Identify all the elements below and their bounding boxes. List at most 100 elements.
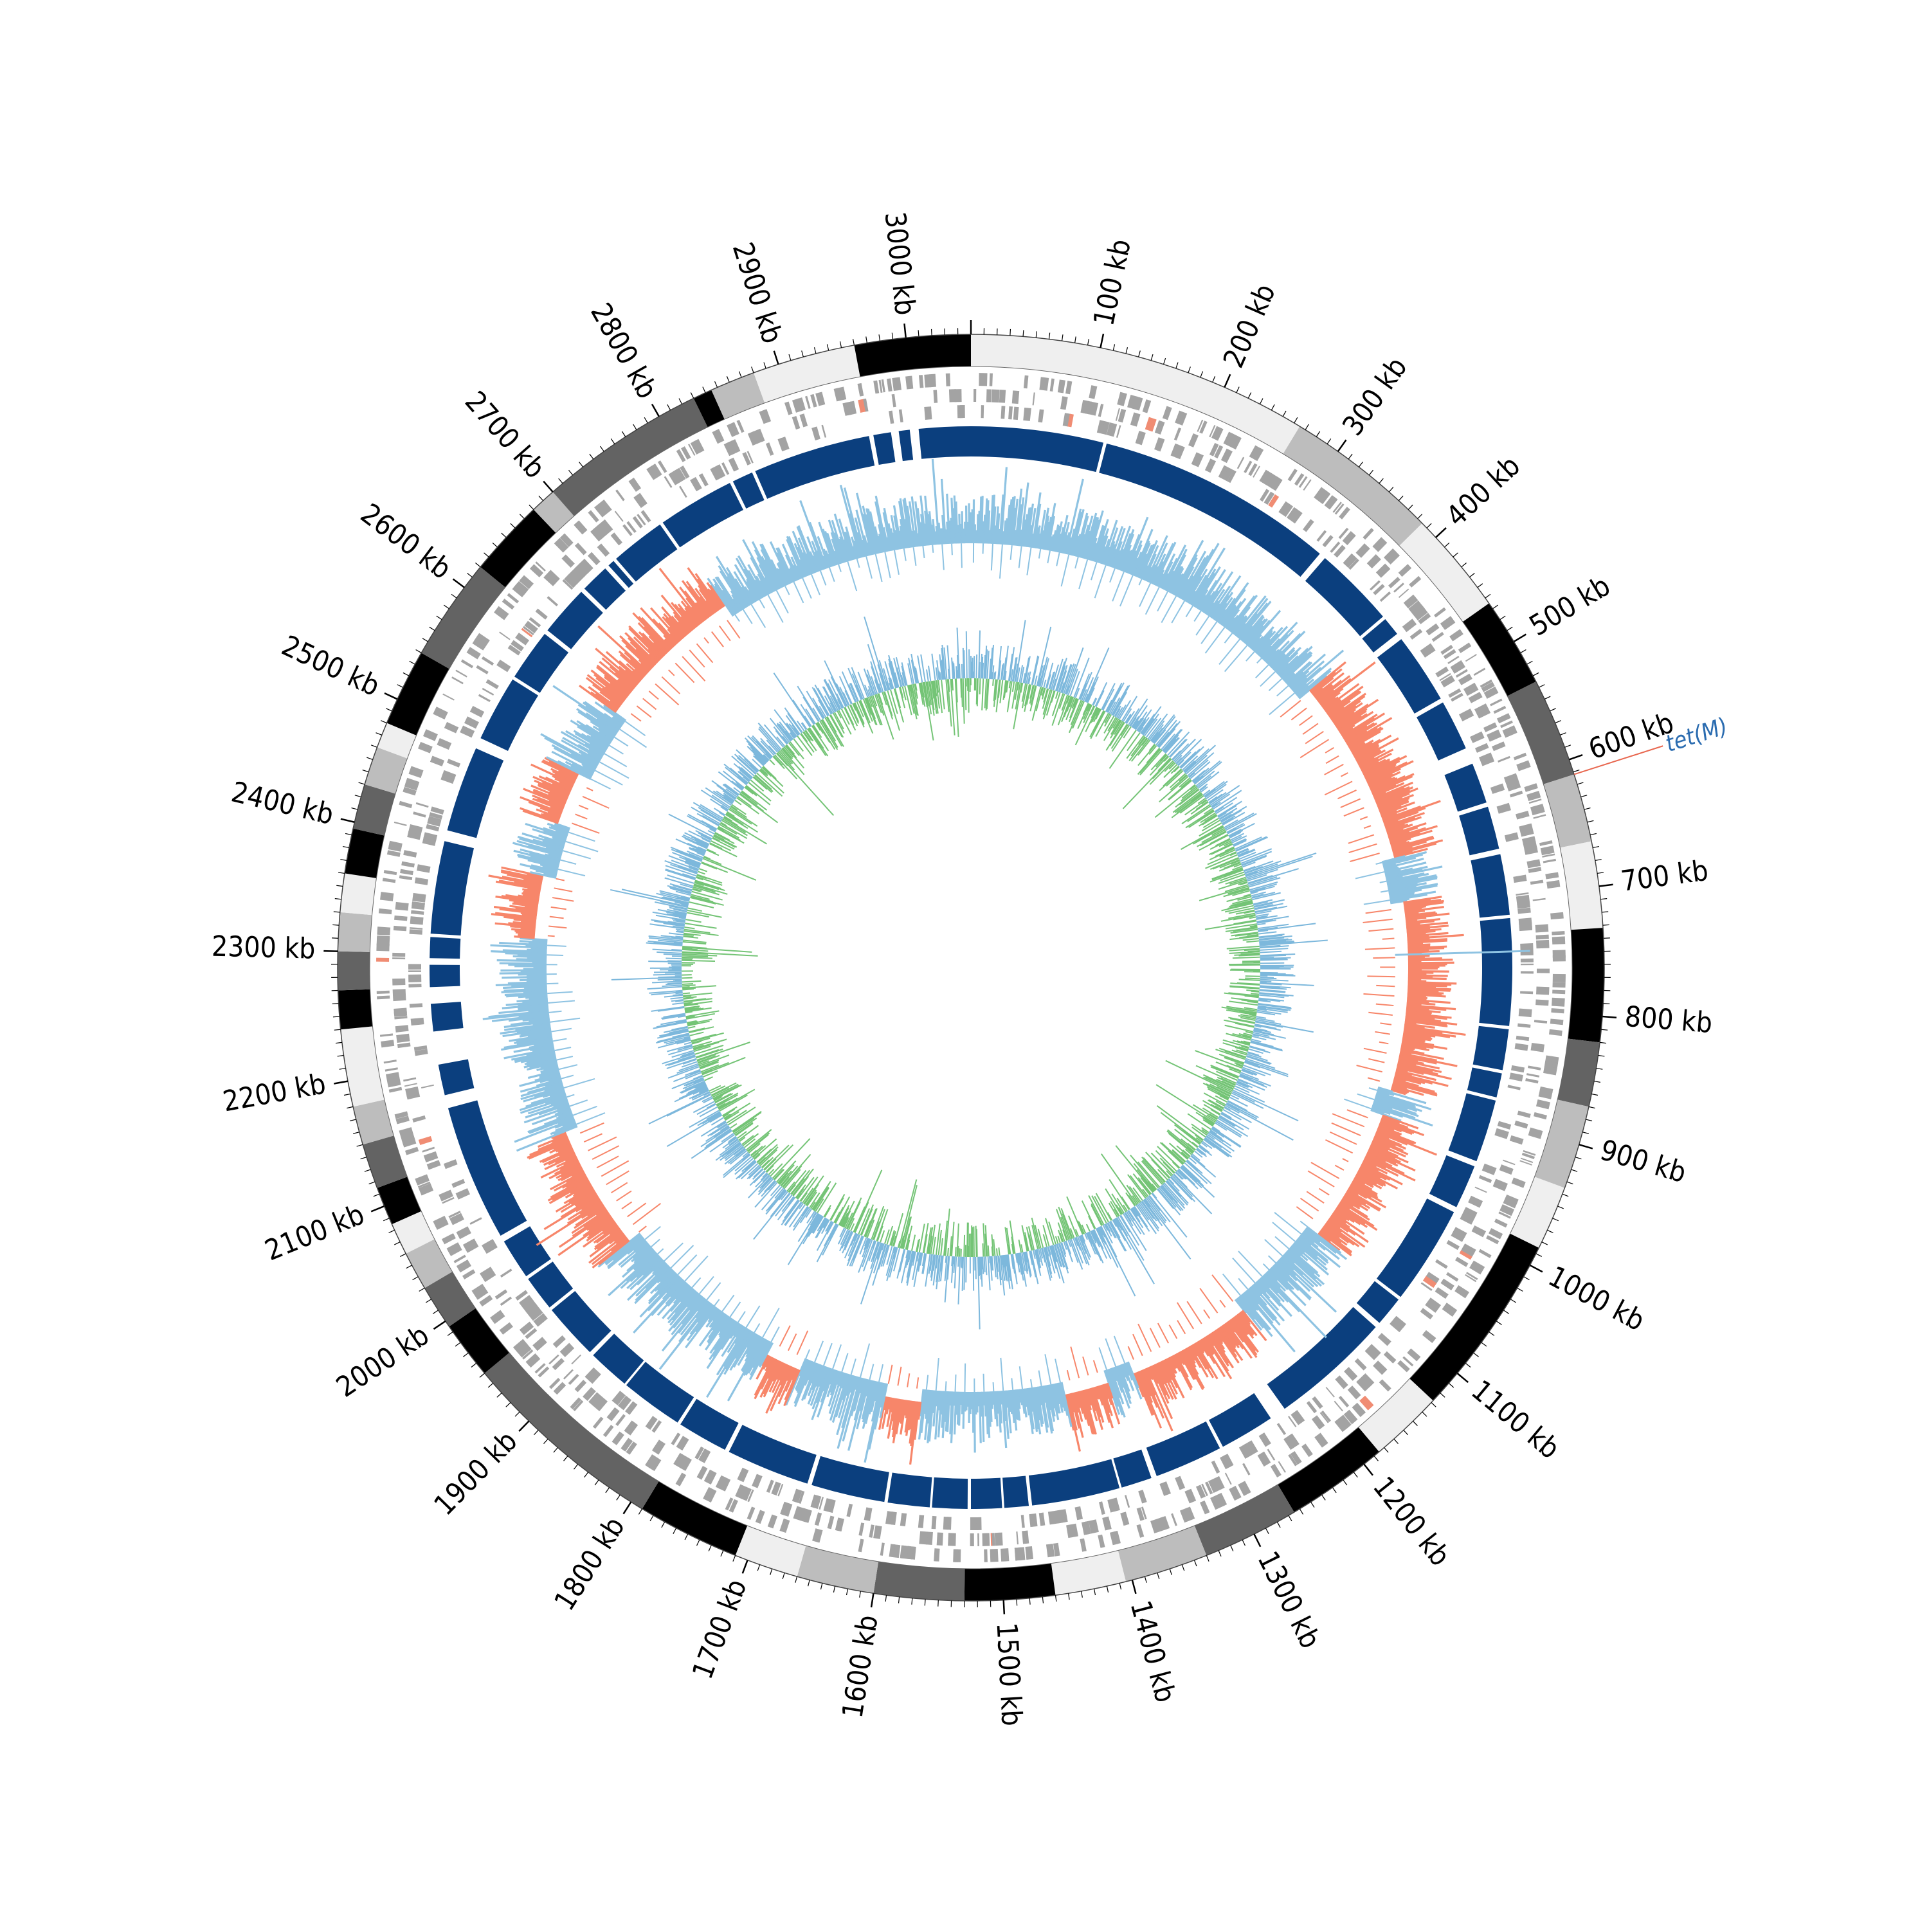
gene-feature [1479, 1175, 1492, 1183]
minor-tick [359, 782, 365, 784]
minor-tick [374, 1194, 379, 1196]
gc-bar [1158, 1323, 1168, 1343]
scale-label: 2100 kb [260, 1198, 369, 1267]
minor-tick [352, 808, 358, 809]
gene-feature [1348, 1386, 1361, 1400]
gc-skew-bar [822, 1225, 838, 1255]
minor-tick [1265, 1528, 1269, 1534]
gc-bar [1326, 756, 1339, 763]
minor-tick [437, 616, 442, 619]
minor-tick [1151, 354, 1153, 361]
gene-feature [1355, 1359, 1367, 1371]
major-tick [1530, 1265, 1542, 1272]
minor-tick [833, 1586, 835, 1593]
gc-bar [1020, 1366, 1022, 1389]
major-tick [1599, 885, 1613, 887]
gc-bar [564, 1079, 595, 1088]
gc-bar [1091, 563, 1097, 581]
minor-tick [1536, 1254, 1542, 1257]
gc-bar [1332, 1123, 1361, 1135]
gene-feature [864, 1507, 873, 1521]
gc-bar [860, 1344, 869, 1378]
gc-skew-bar [1245, 976, 1260, 977]
gene-feature [1175, 1476, 1185, 1490]
minor-tick [539, 496, 543, 500]
gc-bar [575, 814, 588, 818]
gene-feature [1138, 1490, 1147, 1503]
gene-feature [981, 405, 984, 418]
gc-bar [1105, 1339, 1116, 1367]
gene-feature [779, 1519, 790, 1533]
gc-bar [961, 543, 962, 568]
gc-bar [557, 1056, 573, 1060]
minor-tick [1510, 1299, 1516, 1303]
gene-feature [607, 1407, 620, 1422]
gc-bar [1062, 555, 1069, 586]
gc-bar [1307, 1191, 1324, 1203]
gc-bar [548, 935, 555, 936]
gene-feature [593, 1417, 604, 1429]
contig-segment [353, 784, 395, 836]
gene-feature [1553, 974, 1566, 982]
gene-feature [858, 1539, 864, 1553]
gc-skew-bar [1013, 682, 1014, 692]
contig-segment [338, 952, 370, 991]
gc-bar [1246, 652, 1254, 661]
alignment-block [626, 1362, 694, 1423]
minor-tick [340, 1069, 346, 1070]
minor-tick [685, 1534, 687, 1540]
gc-bar [649, 691, 658, 700]
gene-feature [1155, 420, 1165, 435]
minor-tick [1413, 1421, 1417, 1425]
gene-feature [1136, 431, 1146, 445]
minor-tick [1374, 1456, 1378, 1461]
contig-segment [1568, 928, 1604, 1042]
minor-tick [638, 1509, 642, 1515]
gene-feature [547, 596, 558, 606]
gene-feature [603, 1425, 614, 1437]
alignment-block [1429, 1155, 1474, 1207]
gc-skew-bar [1245, 853, 1316, 876]
minor-tick [1194, 1560, 1197, 1566]
gc-bar [1139, 583, 1150, 607]
alignment-block [439, 1060, 475, 1096]
minor-tick [1384, 1448, 1389, 1453]
gc-bar [980, 1392, 981, 1443]
gene-feature [1539, 840, 1553, 846]
gene-feature [960, 405, 965, 418]
gene-feature [1487, 730, 1501, 742]
minor-tick [340, 860, 347, 861]
minor-tick [1562, 1194, 1568, 1196]
minor-tick [1485, 594, 1490, 598]
scale-label: 2800 kb [584, 298, 664, 404]
gc-bar [1114, 1336, 1125, 1363]
gc-skew-bar [1161, 1112, 1200, 1143]
minor-tick [1503, 1310, 1508, 1314]
gene-feature [858, 1522, 864, 1536]
alignment-block [431, 1002, 464, 1031]
gene-feature [1384, 1351, 1397, 1364]
gene-feature [1174, 428, 1181, 440]
gene-feature [933, 390, 937, 403]
gc-bar [1277, 686, 1289, 696]
gc-skew-bar [1010, 681, 1011, 688]
gc-bar [592, 1146, 619, 1159]
gene-feature [1533, 814, 1546, 819]
minor-tick [1359, 462, 1363, 467]
gene-feature [499, 631, 510, 640]
gene-feature [1446, 1272, 1458, 1282]
gene-feature [597, 543, 610, 557]
major-tick [743, 1560, 748, 1574]
gc-bar [1300, 1221, 1307, 1226]
gc-bar [833, 1344, 841, 1369]
gc-bar [622, 1202, 632, 1209]
gene-feature [1536, 940, 1549, 948]
major-tick [334, 1081, 348, 1084]
gene-feature [1472, 1225, 1486, 1237]
gene-feature [561, 554, 574, 568]
minor-tick [757, 1565, 759, 1571]
minor-tick [1218, 1551, 1221, 1557]
gc-bar [1219, 639, 1240, 664]
gc-bar [1039, 549, 1040, 559]
gc-skew-bar [1233, 1090, 1299, 1121]
